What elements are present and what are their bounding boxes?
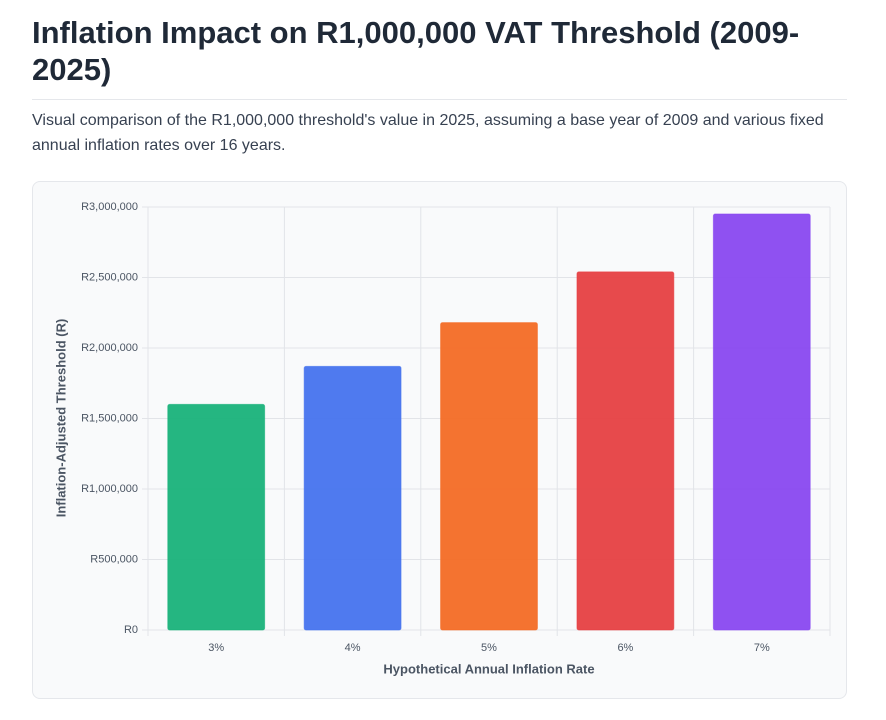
y-tick-label: R2,000,000 bbox=[81, 342, 138, 354]
x-tick-label: 7% bbox=[754, 642, 770, 654]
y-tick-label: R2,500,000 bbox=[81, 271, 138, 283]
y-tick-label: R3,000,000 bbox=[81, 201, 138, 213]
y-tick-label: R1,000,000 bbox=[81, 483, 138, 495]
bar bbox=[440, 322, 538, 631]
y-axis-title: Inflation-Adjusted Threshold (R) bbox=[53, 319, 68, 518]
y-tick-label: R500,000 bbox=[90, 553, 138, 565]
x-axis-title: Hypothetical Annual Inflation Rate bbox=[383, 661, 594, 676]
x-tick-label: 6% bbox=[617, 642, 633, 654]
x-tick-label: 3% bbox=[208, 642, 224, 654]
y-tick-label: R0 bbox=[124, 624, 138, 636]
x-tick-label: 4% bbox=[345, 642, 361, 654]
y-tick-label: R1,500,000 bbox=[81, 412, 138, 424]
bar bbox=[712, 213, 811, 631]
x-tick-label: 5% bbox=[481, 642, 497, 654]
bar bbox=[303, 365, 402, 631]
bar bbox=[576, 271, 675, 631]
chart-subtitle: Visual comparison of the R1,000,000 thre… bbox=[32, 112, 824, 154]
chart-title: Inflation Impact on R1,000,000 VAT Thres… bbox=[32, 15, 800, 87]
divider bbox=[32, 99, 847, 100]
bar bbox=[167, 403, 266, 631]
